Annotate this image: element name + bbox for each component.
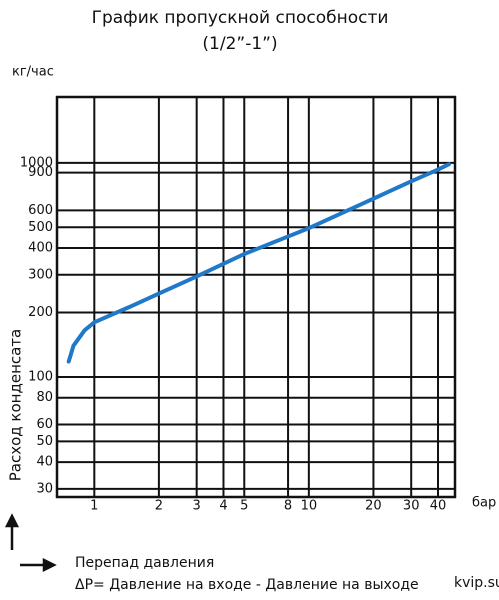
y-tick-label: 600 [28,203,53,218]
y-tick-label: 1000 [20,155,53,170]
y-tick-label: 40 [36,455,53,470]
y-tick-label: 100 [28,369,53,384]
plot-frame [55,95,457,499]
x-axis-label: Перепад давления [75,555,214,571]
data-line [66,162,451,364]
x-tick-label: 10 [301,499,318,514]
arrows [4,513,57,573]
y-tick-label: 80 [36,390,53,405]
chart-title: График пропускной способности [92,8,389,28]
x-tick-label: 1 [90,499,98,514]
x-tick-label: 8 [284,499,292,514]
y-tick-label: 60 [36,417,53,432]
y-tick-label: 300 [28,267,53,282]
y-unit: кг/час [12,65,54,80]
y-tick-label: 30 [36,481,53,496]
watermark: kvip.su [454,575,499,591]
y-tick-label: 200 [28,305,53,320]
chart-subtitle: (1/2”-1”) [202,34,277,54]
y-tick-label: 500 [28,220,53,235]
x-unit: бар [472,496,496,511]
x-tick-label: 20 [365,499,382,514]
x-tick-label: 4 [219,499,227,514]
y-axis-label: Расход конденсата [7,329,25,482]
x-tick-label: 3 [193,499,201,514]
x-tick-label: 30 [403,499,420,514]
x-tick-label: 2 [155,499,163,514]
y-tick-label: 900 [28,165,53,180]
y-tick-label: 50 [36,434,53,449]
note: ΔР= Давление на входе - Давление на выхо… [75,577,419,593]
y-tick-label: 400 [28,241,53,256]
x-tick-label: 40 [430,499,447,514]
x-tick-label: 5 [240,499,248,514]
